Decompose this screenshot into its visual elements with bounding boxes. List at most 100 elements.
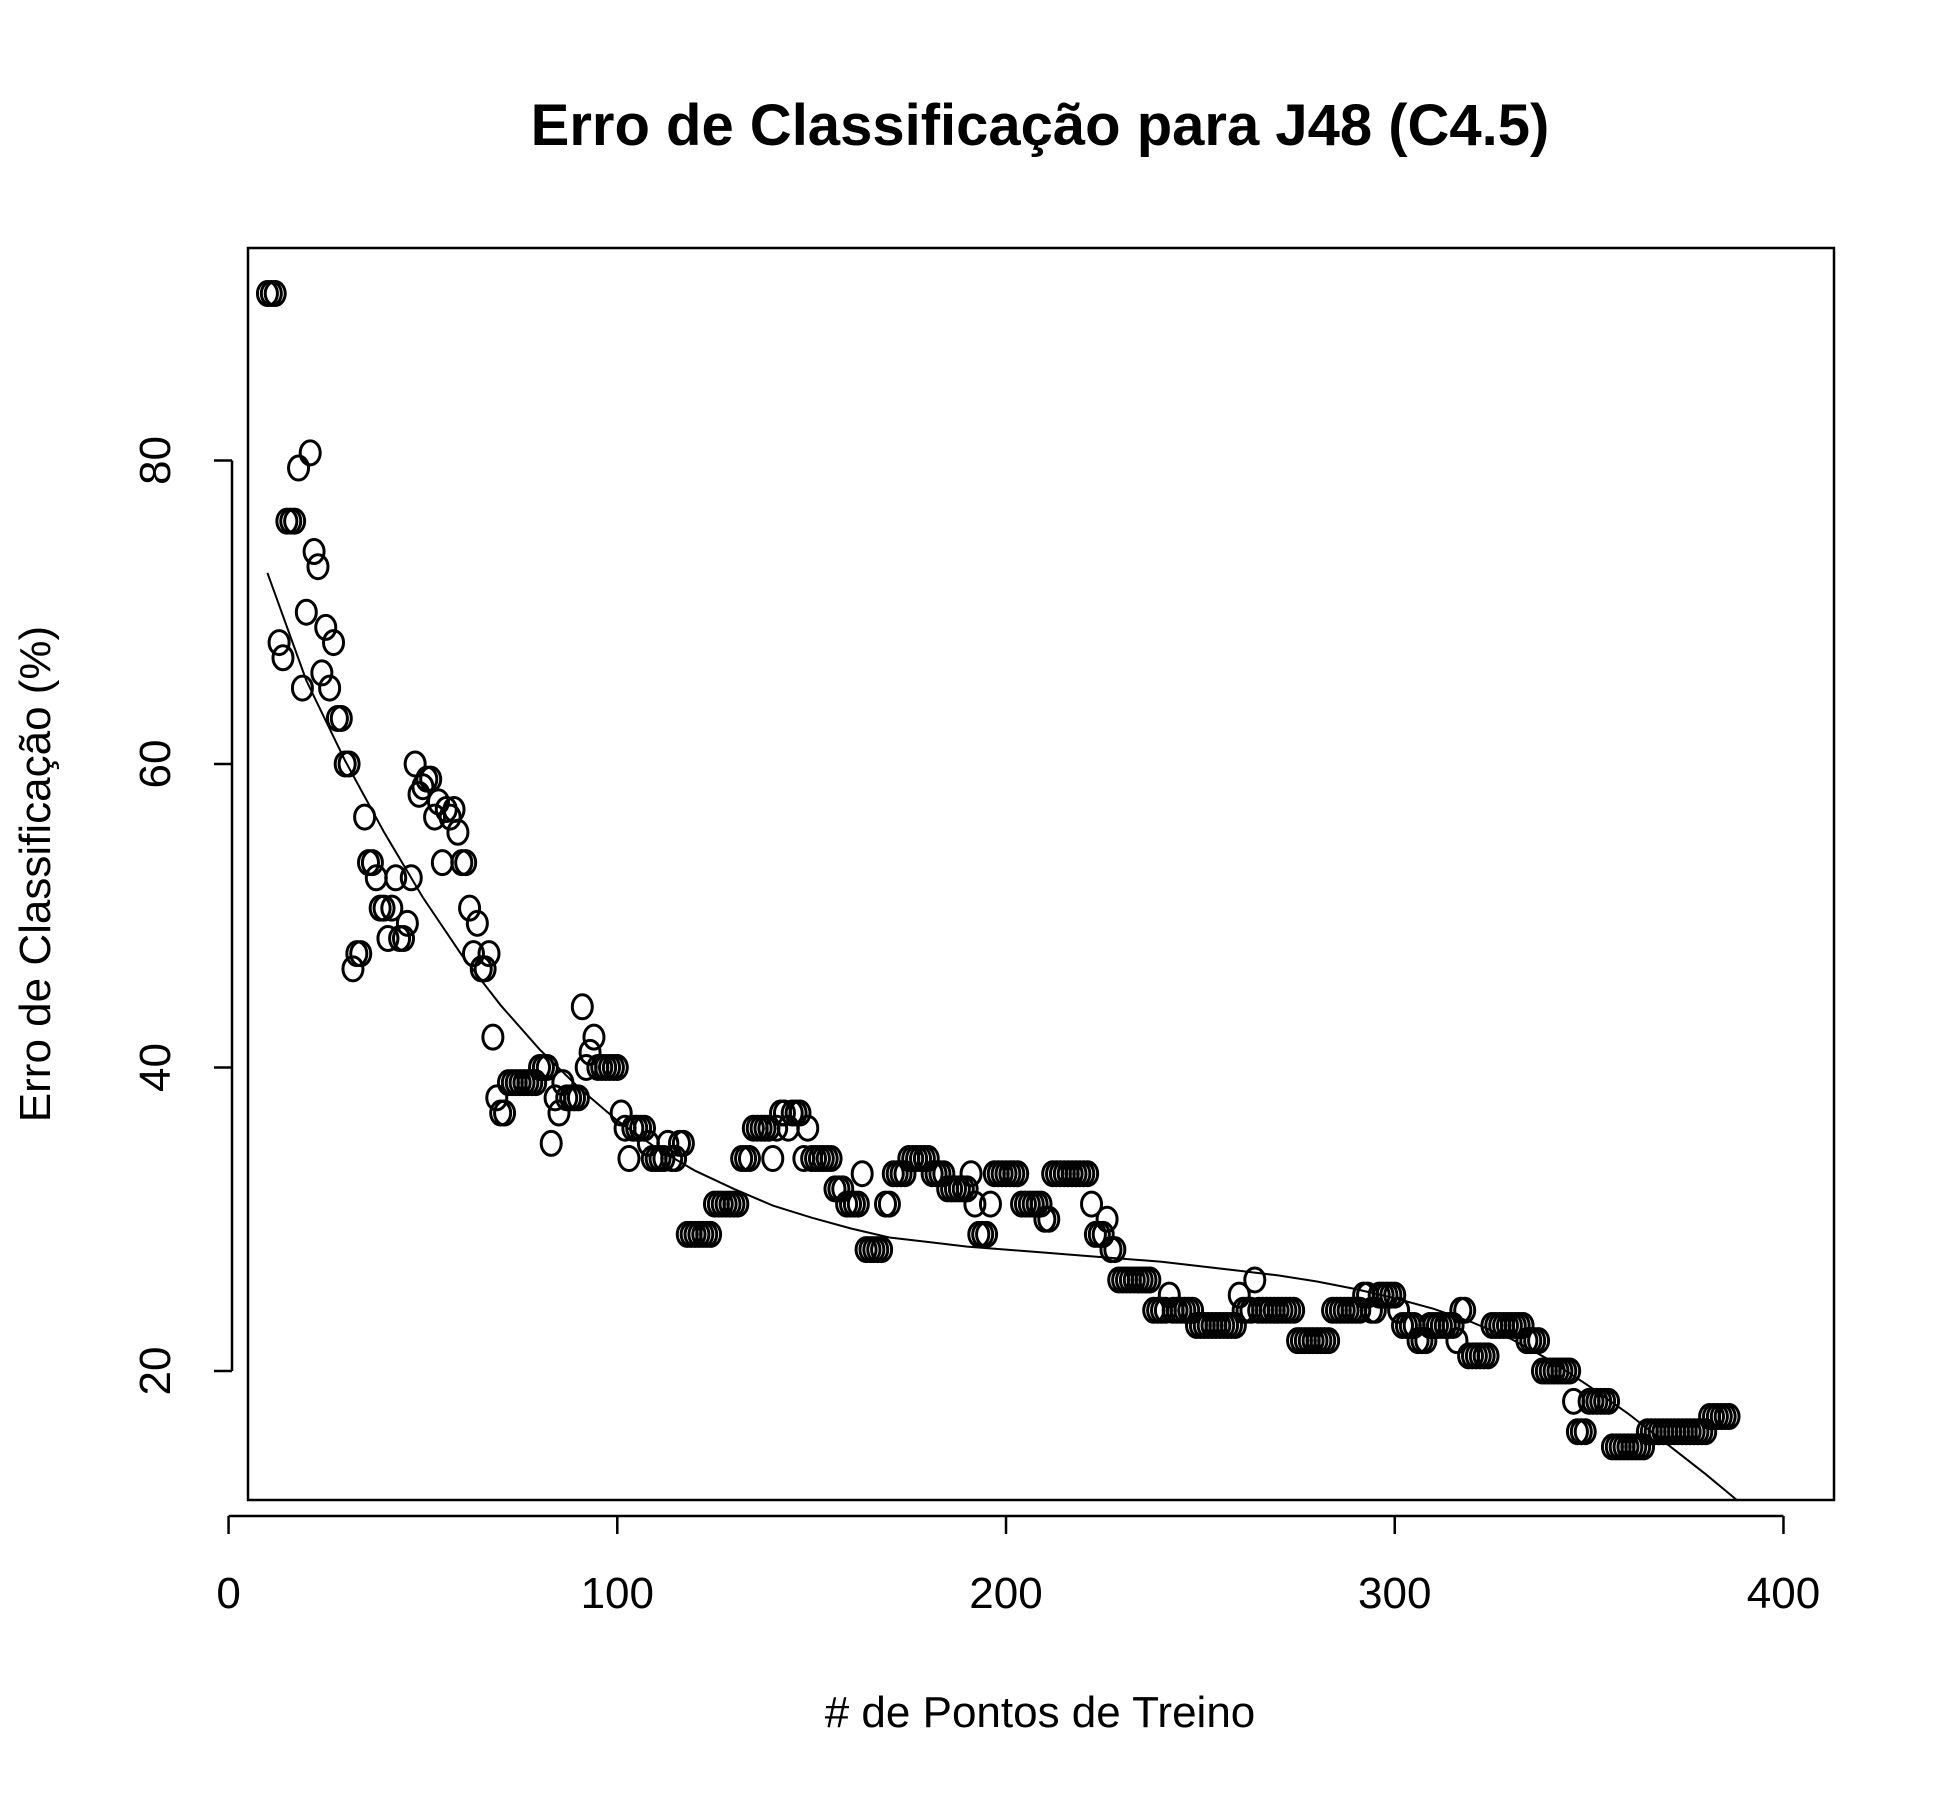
chart-title: Erro de Classificação para J48 (C4.5) (531, 93, 1550, 158)
data-point (1317, 1327, 1341, 1355)
data-point (349, 940, 373, 968)
data-point (1717, 1403, 1741, 1431)
data-point (271, 644, 295, 672)
y-axis-label: Erro de Classificação (%) (11, 626, 60, 1122)
data-point (1029, 1190, 1053, 1218)
y-tick-label: 80 (131, 436, 180, 485)
data-point (473, 955, 497, 983)
data-point (446, 818, 470, 846)
x-tick-label: 0 (216, 1569, 240, 1618)
data-point (372, 894, 396, 922)
data-point (267, 629, 291, 657)
data-point (570, 993, 594, 1021)
x-tick-label: 300 (1358, 1569, 1431, 1618)
data-point (283, 507, 307, 535)
data-point (609, 1099, 633, 1127)
y-tick-label: 40 (131, 1043, 180, 1092)
data-point (975, 1220, 999, 1248)
x-tick-label: 400 (1747, 1569, 1820, 1618)
data-point (287, 454, 311, 482)
data-point (485, 1084, 509, 1112)
data-point (318, 674, 342, 702)
data-point (726, 1190, 750, 1218)
data-point (1282, 1296, 1306, 1324)
data-point (1453, 1296, 1477, 1324)
data-point (322, 629, 346, 657)
data-point (761, 1145, 785, 1173)
data-point (1080, 1190, 1104, 1218)
data-point (353, 803, 377, 831)
data-point (380, 894, 404, 922)
data-point (263, 280, 287, 308)
data-point (539, 1129, 563, 1157)
data-point (963, 1190, 987, 1218)
data-point (671, 1129, 695, 1157)
data-point (1006, 1160, 1030, 1188)
data-point (1573, 1418, 1597, 1446)
data-point (1157, 1281, 1181, 1309)
data-point (384, 864, 408, 892)
data-point (1445, 1327, 1469, 1355)
data-point (1597, 1387, 1621, 1415)
data-point (294, 598, 318, 626)
data-point (617, 1145, 641, 1173)
data-point (1348, 1296, 1372, 1324)
data-point (337, 750, 361, 778)
y-tick-label: 20 (131, 1347, 180, 1396)
data-point (454, 849, 478, 877)
fitted-curve (266, 572, 1738, 1501)
data-point (1511, 1311, 1535, 1339)
data-point (310, 659, 334, 687)
data-point (376, 924, 400, 952)
data-point (831, 1175, 855, 1203)
data-point (605, 1053, 629, 1081)
data-point (765, 1114, 789, 1142)
data-point (1095, 1205, 1119, 1233)
data-point (1476, 1342, 1500, 1370)
data-point (430, 849, 454, 877)
data-point (893, 1160, 917, 1188)
x-axis: 0 100 200 300 400 (216, 1514, 1820, 1618)
data-point (877, 1190, 901, 1218)
y-axis: 20 40 60 80 (131, 436, 234, 1396)
data-point (1363, 1296, 1387, 1324)
data-point (578, 1038, 602, 1066)
data-point (772, 1099, 796, 1127)
data-point (1227, 1281, 1251, 1309)
data-point (932, 1160, 956, 1188)
data-point (582, 1023, 606, 1051)
data-point (524, 1069, 548, 1097)
data-point (1527, 1327, 1551, 1355)
data-point (1558, 1357, 1582, 1385)
data-point (419, 765, 443, 793)
data-point (737, 1145, 761, 1173)
data-point (1037, 1205, 1061, 1233)
data-point (458, 894, 482, 922)
data-point (978, 1190, 1002, 1218)
data-point (341, 955, 365, 983)
data-point (399, 864, 423, 892)
data-point (1103, 1236, 1127, 1264)
data-point (699, 1220, 723, 1248)
data-point (290, 674, 314, 702)
x-tick-label: 100 (581, 1569, 654, 1618)
data-point (1091, 1220, 1115, 1248)
data-point (846, 1190, 870, 1218)
data-point (481, 1023, 505, 1051)
data-point (477, 940, 501, 968)
data-point (796, 1114, 820, 1142)
data-point (819, 1145, 843, 1173)
fitted-curve-layer (266, 572, 1738, 1501)
data-point (306, 553, 330, 581)
data-point (788, 1099, 812, 1127)
data-point (298, 439, 322, 467)
data-point (959, 1160, 983, 1188)
data-points (255, 280, 1741, 1461)
data-point (1441, 1311, 1465, 1339)
data-point (1632, 1433, 1656, 1461)
data-point (360, 849, 384, 877)
data-point (1694, 1418, 1718, 1446)
data-point (850, 1160, 874, 1188)
data-point (302, 538, 326, 566)
